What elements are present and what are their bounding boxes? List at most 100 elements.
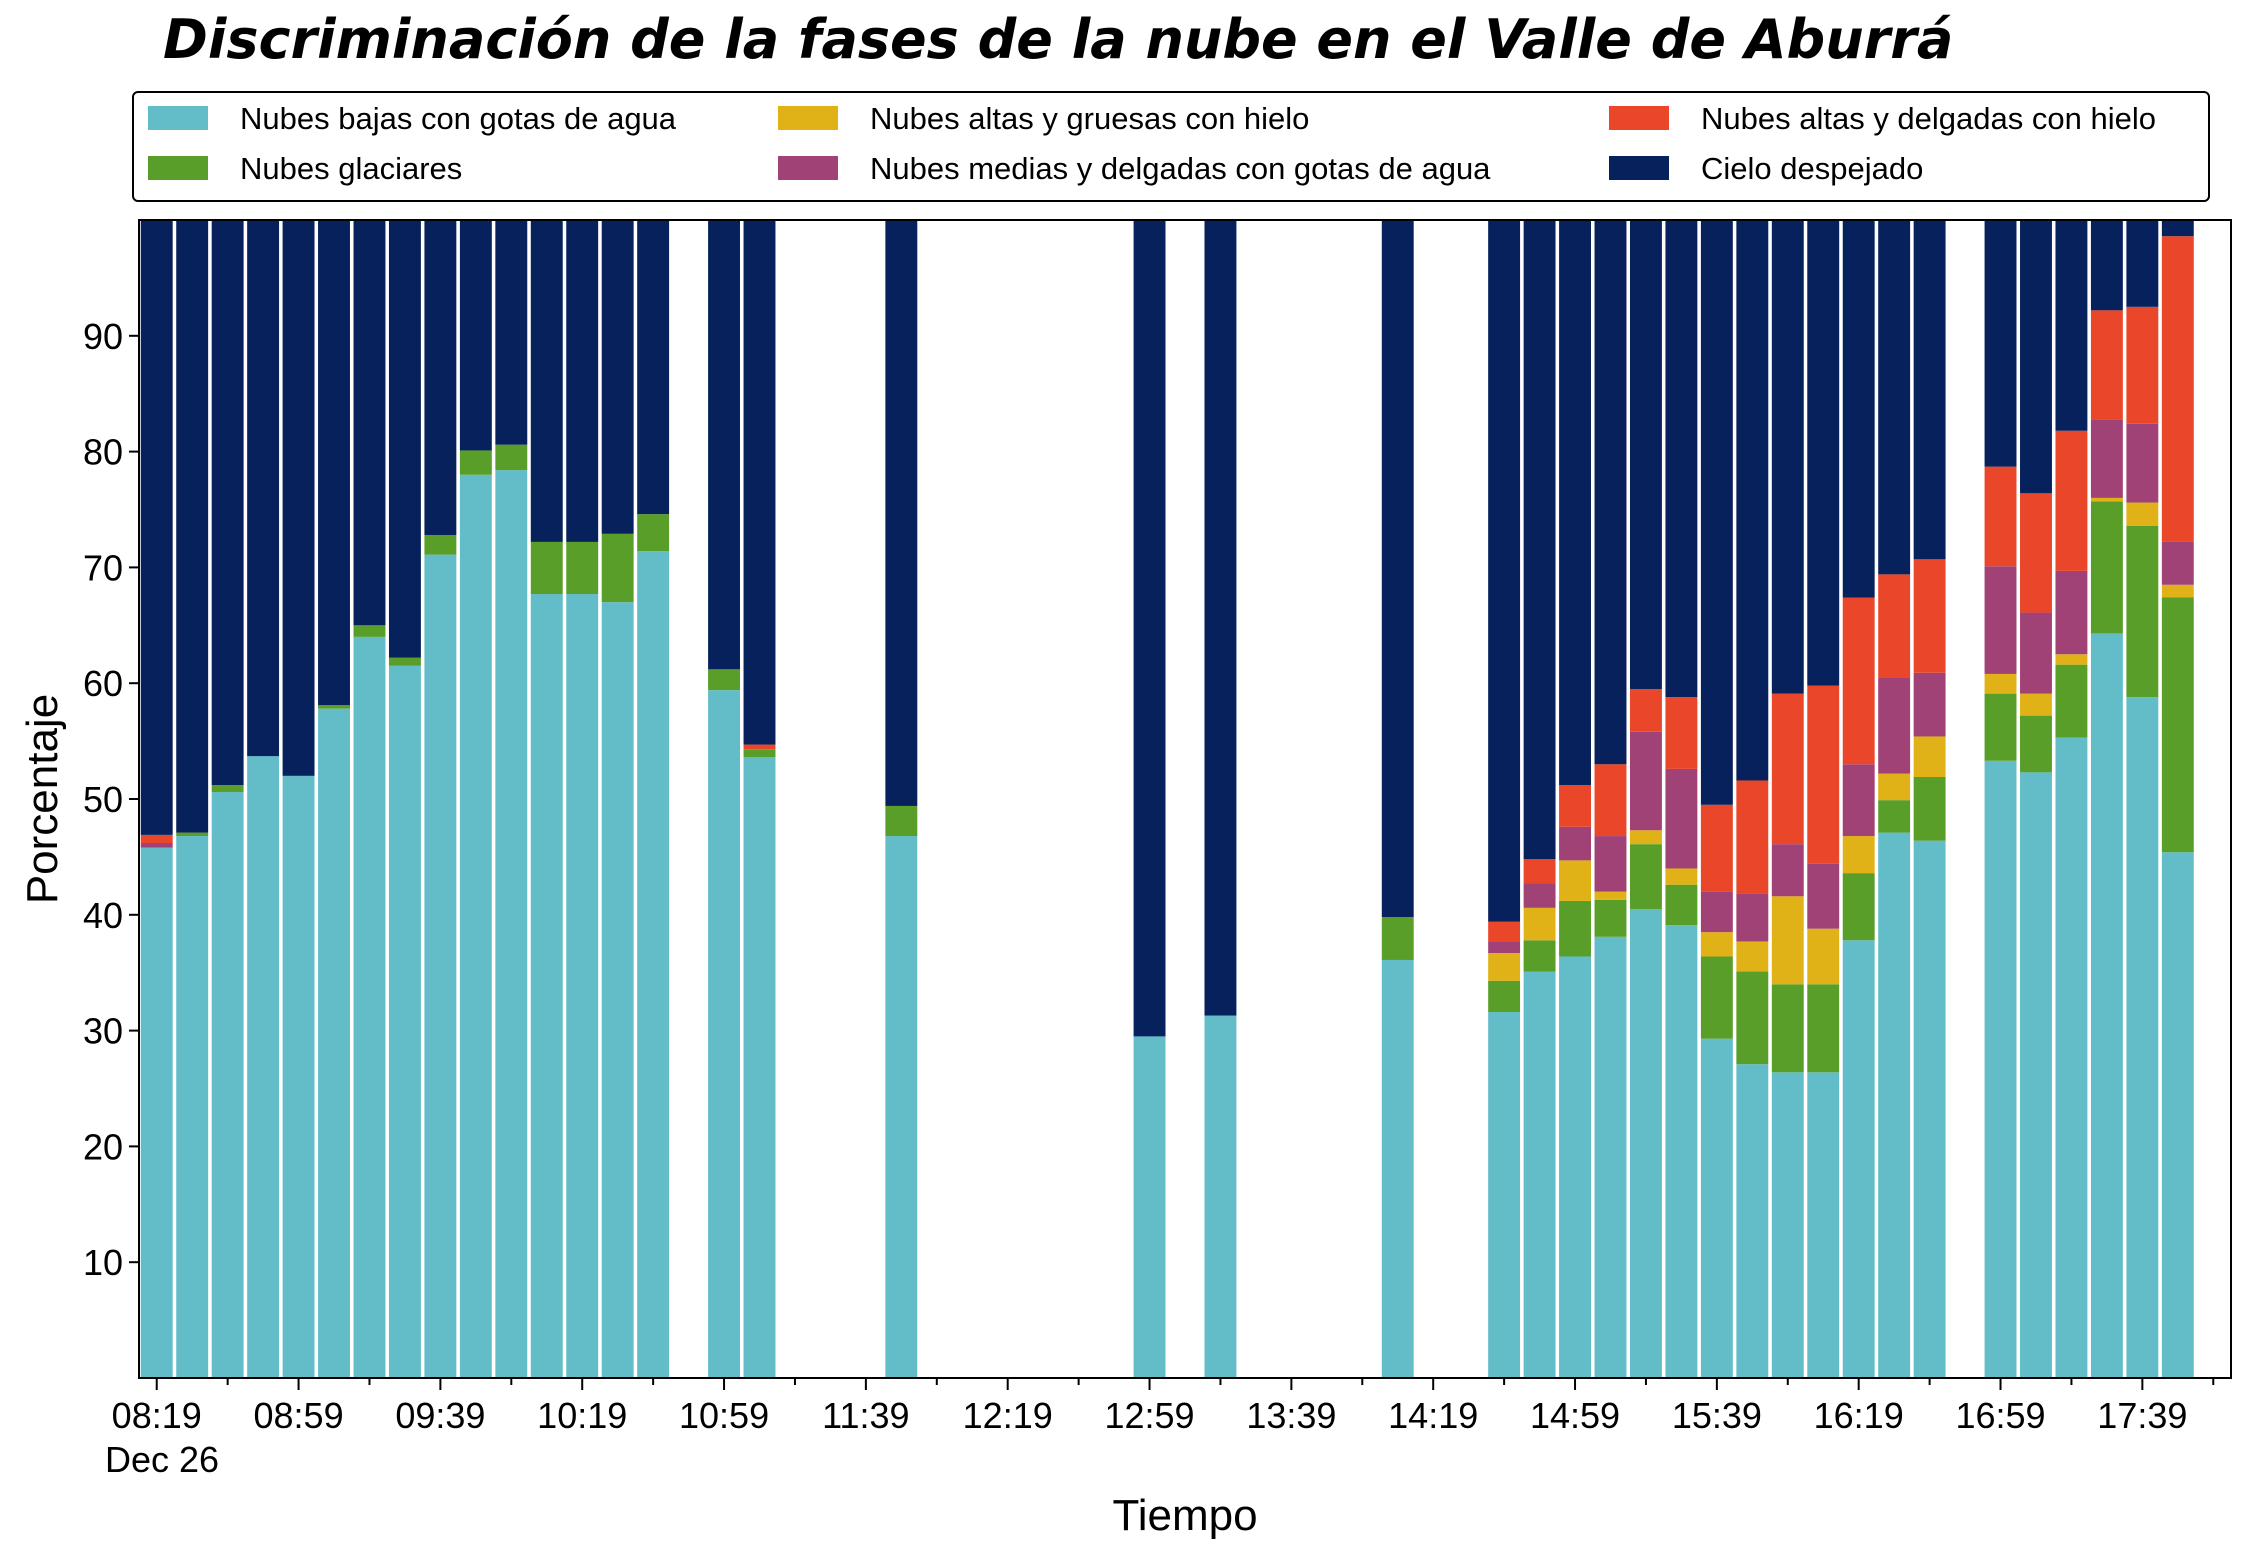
bar-segment-31-5: [1842, 220, 1875, 598]
bar-segment-9-5: [459, 220, 492, 451]
bar-segment-25-1: [1629, 844, 1662, 910]
legend-swatch-1: [148, 156, 208, 180]
legend-swatch-0: [148, 106, 208, 130]
x-tick-label-14: 17:39: [2097, 1395, 2187, 1436]
bar-segment-34-3: [1984, 566, 2017, 674]
bar-segment-39-5: [2161, 220, 2194, 237]
bar-segment-25-5: [1629, 220, 1662, 689]
x-tick-label-2: 09:39: [395, 1395, 485, 1436]
bar-segment-29-4: [1771, 693, 1804, 845]
y-tick-label-30: 30: [83, 1011, 123, 1052]
bar-segment-0-5: [140, 220, 173, 835]
x-axis: 08:19 08:59 09:39 10:19 10:59 11:39 12:19 12:59…: [112, 1378, 2215, 1436]
bar-segment-24-3: [1594, 836, 1627, 892]
bar-segment-32-5: [1878, 220, 1911, 575]
bar-segment-30-2: [1807, 928, 1840, 985]
y-tick-label-80: 80: [83, 432, 123, 473]
bar-segment-36-3: [2055, 570, 2088, 655]
x-tick-label-13: 16:59: [1955, 1395, 2045, 1436]
bar-segment-16-4: [743, 744, 776, 750]
bar-segment-22-5: [1523, 220, 1556, 860]
legend-label-1: Nubes glaciares: [240, 151, 462, 186]
bar-segment-20-5: [1381, 220, 1414, 918]
bar-segment-5-5: [318, 220, 350, 706]
bar-segment-26-5: [1665, 220, 1698, 698]
bar-segment-34-1: [1984, 693, 2017, 761]
bar-segment-33-0: [1913, 840, 1946, 1378]
legend-label-5: Cielo despejado: [1701, 151, 1923, 186]
legend-label-0: Nubes bajas con gotas de agua: [240, 101, 677, 136]
bar-segment-26-0: [1665, 925, 1698, 1378]
x-tick-label-12: 16:19: [1814, 1395, 1904, 1436]
bar-segment-29-0: [1771, 1072, 1804, 1378]
bar-segment-35-5: [2020, 220, 2052, 494]
bar-segment-5-1: [318, 705, 350, 709]
bar-segment-36-4: [2055, 430, 2088, 571]
bar-segment-39-2: [2161, 584, 2194, 598]
bar-segment-23-4: [1559, 785, 1591, 827]
bar-segment-34-2: [1984, 673, 2017, 694]
bar-segment-21-0: [1488, 1012, 1521, 1378]
y-tick-label-50: 50: [83, 779, 123, 820]
legend-swatch-4: [1609, 106, 1669, 130]
y-axis-label: Porcentaje: [18, 694, 67, 904]
bar-segment-34-5: [1984, 220, 2017, 467]
bar-segment-4-0: [282, 775, 315, 1378]
bar-segment-34-4: [1984, 466, 2017, 567]
x-axis-label: Tiempo: [1112, 1491, 1257, 1540]
bar-segment-39-1: [2161, 597, 2194, 853]
x-tick-label-4: 10:59: [679, 1395, 769, 1436]
legend-frame: [132, 91, 2210, 202]
bar-segment-38-3: [2126, 423, 2159, 503]
bar-segment-38-1: [2126, 525, 2159, 698]
bar-segment-16-0: [743, 757, 776, 1378]
bar-segment-21-5: [1488, 220, 1521, 922]
bar-segment-26-4: [1665, 697, 1698, 769]
y-tick-label-40: 40: [83, 895, 123, 936]
bar-segment-27-5: [1700, 220, 1733, 805]
x-tick-label-10: 14:59: [1530, 1395, 1620, 1436]
legend-swatch-2: [778, 106, 838, 130]
bar-segment-33-1: [1913, 777, 1946, 841]
bar-segment-22-2: [1523, 907, 1556, 941]
bar-segment-38-4: [2126, 306, 2159, 424]
bar-segment-12-5: [566, 220, 599, 542]
bar-segment-5-0: [318, 708, 350, 1378]
bar-segment-9-0: [459, 474, 492, 1378]
y-tick-label-20: 20: [83, 1126, 123, 1167]
bar-segment-0-4: [140, 834, 173, 844]
y-tick-label-60: 60: [83, 663, 123, 704]
bar-segment-14-0: [637, 551, 670, 1378]
bar-segment-29-1: [1771, 984, 1804, 1073]
bar-segment-34-0: [1984, 760, 2017, 1378]
bar-segment-28-5: [1736, 220, 1769, 781]
bar-segment-36-2: [2055, 654, 2088, 665]
bar-segment-15-5: [708, 220, 740, 670]
bar-segment-19-0: [1204, 1015, 1237, 1378]
bar-segment-21-3: [1488, 941, 1521, 954]
bar-segment-4-5: [282, 220, 315, 776]
bar-segment-10-1: [495, 444, 528, 471]
x-tick-label-7: 12:59: [1104, 1395, 1194, 1436]
legend-swatch-3: [778, 156, 838, 180]
bar-segment-38-5: [2126, 220, 2159, 307]
bar-segment-17-0: [885, 836, 918, 1378]
bar-segment-16-5: [743, 220, 776, 745]
bar-segment-28-0: [1736, 1064, 1769, 1378]
bar-segment-30-4: [1807, 685, 1840, 864]
bar-segment-10-5: [495, 220, 528, 445]
bar-segment-38-0: [2126, 697, 2159, 1378]
bar-segment-32-3: [1878, 677, 1911, 774]
bar-segment-26-1: [1665, 884, 1698, 926]
bar-segment-18-5: [1133, 220, 1166, 1037]
bar-segment-0-0: [140, 847, 173, 1378]
bar-segment-24-5: [1594, 220, 1627, 765]
bar-segment-14-5: [637, 220, 670, 515]
bar-segment-11-5: [530, 220, 563, 542]
bar-segment-9-1: [459, 450, 492, 475]
bar-segment-18-0: [1133, 1036, 1166, 1378]
bar-segment-23-0: [1559, 956, 1591, 1378]
bar-segment-22-0: [1523, 971, 1556, 1378]
bar-segment-32-0: [1878, 832, 1911, 1378]
bar-segment-30-0: [1807, 1072, 1840, 1378]
